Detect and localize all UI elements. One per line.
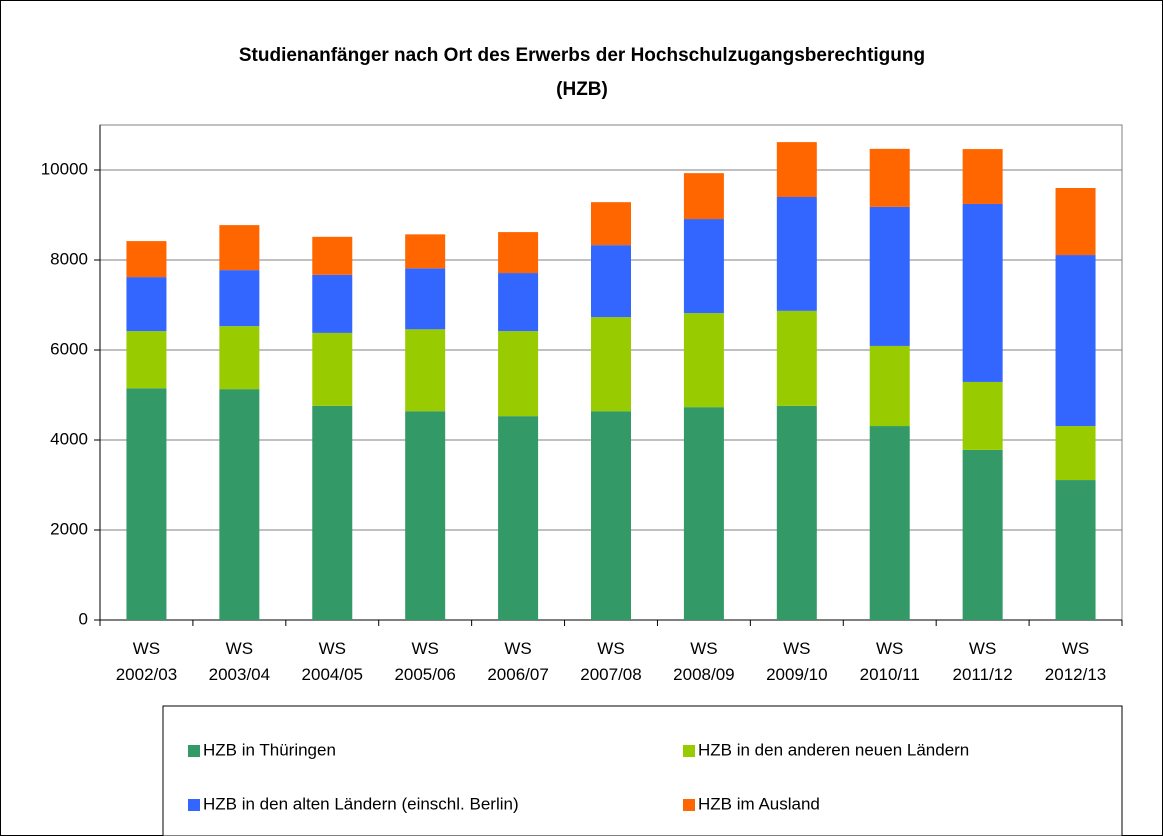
bar-segment xyxy=(683,407,724,620)
bar-segment xyxy=(776,197,817,311)
bar-segment xyxy=(498,416,539,620)
bar-segment xyxy=(219,389,260,620)
x-tick-label: WS 2007/08 xyxy=(580,639,642,684)
bar-segment xyxy=(405,234,446,269)
bar-segment xyxy=(591,202,631,246)
bar-segment xyxy=(869,426,910,620)
bar-segment xyxy=(591,411,631,620)
bar-segment xyxy=(1055,255,1096,427)
bar-segment xyxy=(776,405,817,620)
x-tick-label: WS 2012/13 xyxy=(1044,639,1107,684)
x-tick-label: WS 2005/06 xyxy=(394,639,456,684)
bar-segment xyxy=(312,405,353,620)
y-tick-label: 10000 xyxy=(41,159,88,178)
bar-segment xyxy=(126,331,167,389)
bar-segment xyxy=(776,310,817,406)
bar-segment xyxy=(498,331,539,417)
x-tick-label: WS 2003/04 xyxy=(208,639,271,684)
bar-segment xyxy=(962,149,1003,204)
bar-segment xyxy=(869,148,910,207)
x-tick-label: WS 2011/12 xyxy=(952,639,1013,684)
bar-segment xyxy=(869,206,910,346)
legend-swatch xyxy=(188,799,200,811)
x-tick-label: WS 2008/09 xyxy=(673,639,735,684)
chart-title: Studienanfänger nach Ort des Erwerbs der… xyxy=(239,45,925,66)
chart-title: (HZB) xyxy=(556,79,608,100)
bar-segment xyxy=(126,388,167,620)
bar-segment xyxy=(219,270,260,327)
legend-swatch xyxy=(683,745,695,757)
y-tick-label: 2000 xyxy=(50,519,88,538)
bar-segment xyxy=(219,225,260,271)
legend-swatch xyxy=(188,745,200,757)
bar-segment xyxy=(1055,480,1096,620)
bar-segment xyxy=(498,232,539,274)
bar-segment xyxy=(683,173,724,220)
x-tick-label: WS 2002/03 xyxy=(115,639,178,684)
legend-label: HZB in den anderen neuen Ländern xyxy=(698,740,969,759)
bar-segment xyxy=(219,326,260,390)
x-tick-label: WS 2010/11 xyxy=(859,639,920,684)
bar-segment xyxy=(962,449,1003,620)
legend-label: HZB im Ausland xyxy=(698,794,820,813)
bar-segment xyxy=(683,313,724,408)
bar-segment xyxy=(126,241,167,278)
bar-segment xyxy=(683,219,724,314)
bar-segment xyxy=(405,329,446,412)
legend-swatch xyxy=(683,799,695,811)
bar-segment xyxy=(776,142,817,197)
bar-segment xyxy=(312,332,353,406)
x-tick-label: WS 2009/10 xyxy=(766,639,828,684)
bar-segment xyxy=(405,268,446,330)
y-tick-label: 0 xyxy=(79,609,88,628)
bar-segment xyxy=(962,203,1003,382)
bar-segment xyxy=(1055,188,1096,256)
y-tick-label: 8000 xyxy=(50,249,88,268)
x-tick-label: WS 2006/07 xyxy=(487,639,549,684)
bar-segment xyxy=(1055,426,1096,481)
bar-segment xyxy=(869,345,910,427)
bar-segment xyxy=(312,236,353,275)
bar-segment xyxy=(312,274,353,333)
y-tick-label: 6000 xyxy=(50,339,88,358)
bar-segment xyxy=(126,277,167,332)
x-tick-label: WS 2004/05 xyxy=(301,639,363,684)
bar-segment xyxy=(591,317,631,412)
legend-box xyxy=(162,705,1123,836)
bar-segment xyxy=(962,381,1003,450)
bar-segment xyxy=(591,245,631,318)
legend-label: HZB in Thüringen xyxy=(203,740,336,759)
bar-segment xyxy=(405,411,446,620)
y-tick-label: 4000 xyxy=(50,429,88,448)
legend-label: HZB in den alten Ländern (einschl. Berli… xyxy=(203,794,519,813)
bar-segment xyxy=(498,273,539,332)
